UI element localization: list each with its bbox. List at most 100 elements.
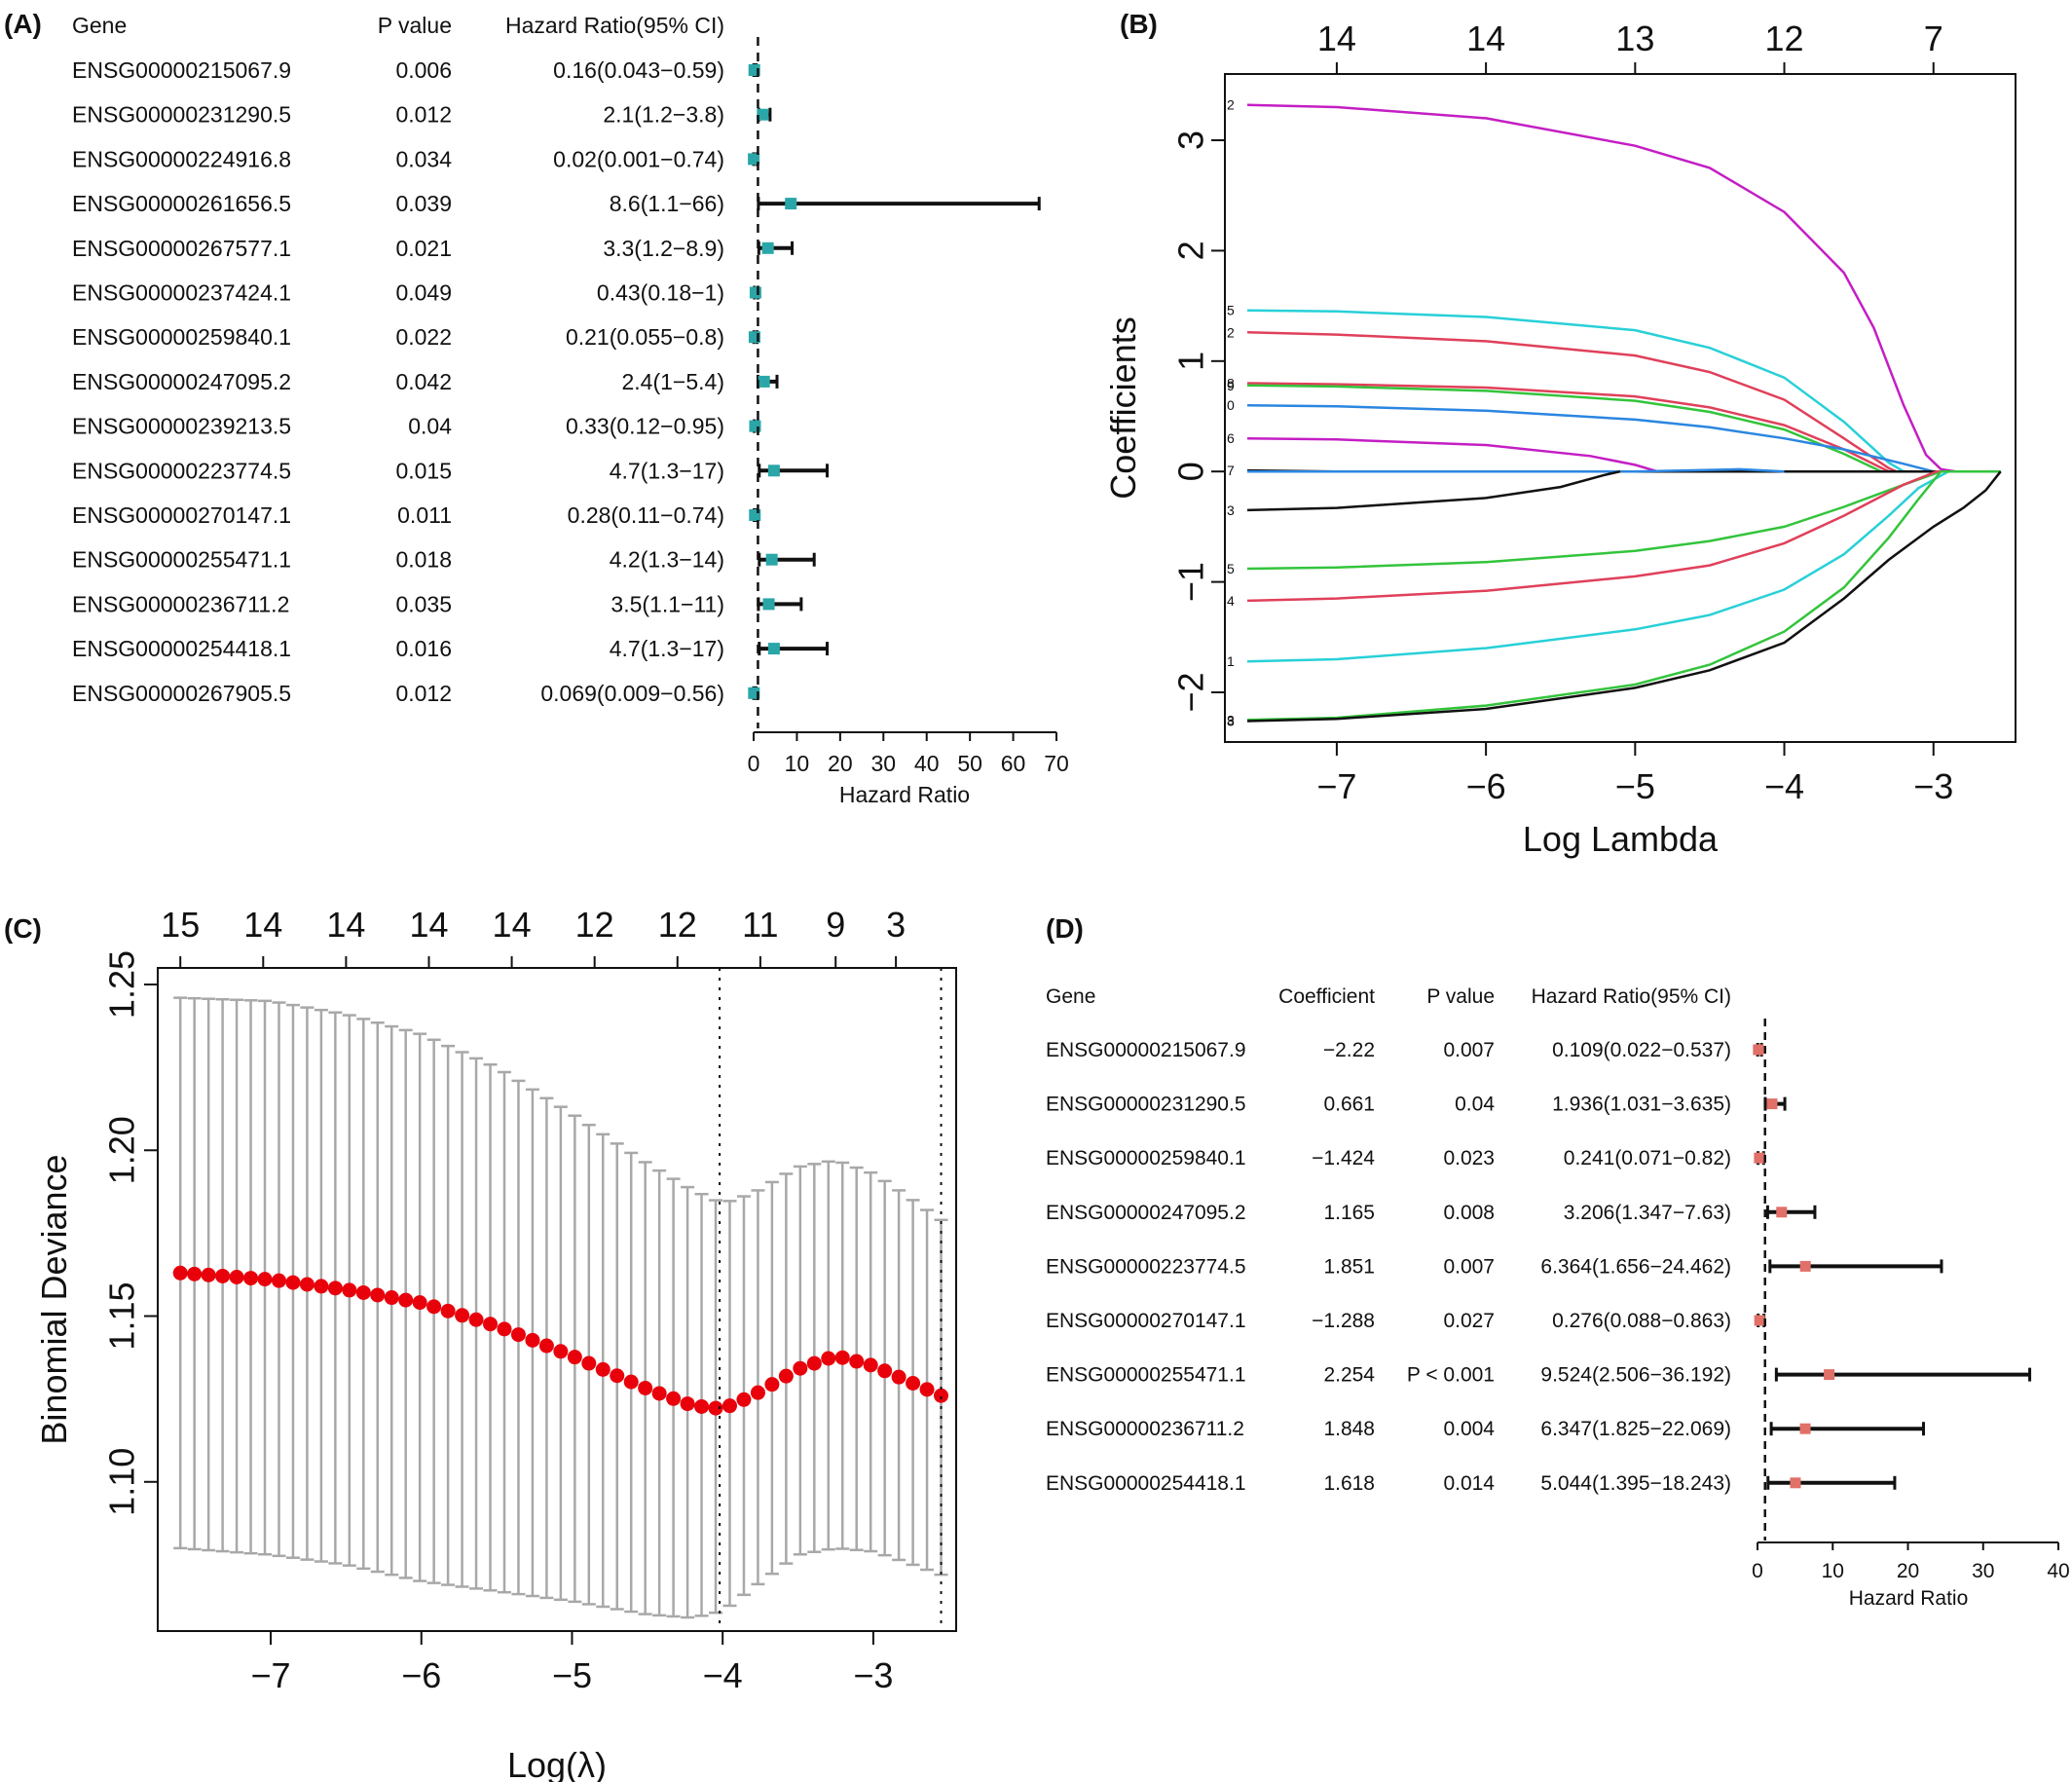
coefficient-path bbox=[1246, 469, 2001, 571]
hazard-ratio-label: 4.7(1.3−17) bbox=[610, 636, 724, 661]
hr-point bbox=[767, 464, 780, 477]
hazard-ratio-label: 3.3(1.2−8.9) bbox=[603, 236, 724, 261]
hazard-ratio-label: 0.21(0.055−0.8) bbox=[566, 324, 724, 350]
hr-point bbox=[785, 198, 797, 210]
deviance-point bbox=[525, 1332, 540, 1348]
header-pvalue-d: P value bbox=[1426, 985, 1495, 1008]
panel-label-c: (C) bbox=[4, 913, 42, 944]
hr-point bbox=[767, 643, 780, 655]
y-tick-label: 1.20 bbox=[102, 1116, 142, 1184]
deviance-point bbox=[355, 1284, 371, 1300]
pvalue-label: 0.007 bbox=[1443, 1039, 1495, 1061]
hazard-ratio-label: 0.02(0.001−0.74) bbox=[553, 146, 724, 171]
pvalue-label: P < 0.001 bbox=[1407, 1364, 1495, 1387]
hr-point bbox=[1799, 1423, 1811, 1434]
top-tick-label: 9 bbox=[826, 905, 845, 945]
gene-label: ENSG00000267905.5 bbox=[72, 681, 291, 706]
gene-label: ENSG00000224916.8 bbox=[72, 146, 291, 171]
y-tick-label: 1.15 bbox=[102, 1281, 142, 1350]
y-tick-label: 1.10 bbox=[102, 1448, 142, 1516]
top-tick-label: 14 bbox=[409, 905, 448, 945]
deviance-point bbox=[806, 1355, 822, 1371]
plot-frame bbox=[157, 967, 957, 1632]
x-tick-label: −5 bbox=[552, 1655, 592, 1695]
panel-label-b: (B) bbox=[1120, 9, 1158, 39]
deviance-point bbox=[510, 1327, 526, 1343]
deviance-point bbox=[468, 1312, 484, 1327]
x-axis-label: Log Lambda bbox=[1523, 819, 1719, 859]
panel-label-a: (A) bbox=[4, 9, 42, 39]
deviance-point bbox=[412, 1295, 427, 1311]
deviance-point bbox=[567, 1350, 582, 1365]
top-tick-label: 14 bbox=[243, 905, 282, 945]
deviance-point bbox=[638, 1380, 653, 1395]
hazard-ratio-label: 6.364(1.656−24.462) bbox=[1540, 1255, 1731, 1278]
hazard-ratio-label: 0.16(0.043−0.59) bbox=[553, 57, 724, 83]
coefficient-path bbox=[1246, 469, 2001, 663]
hazard-ratio-label: 3.5(1.1−11) bbox=[610, 591, 724, 616]
deviance-point bbox=[863, 1357, 878, 1373]
gene-label: ENSG00000270147.1 bbox=[72, 502, 291, 528]
x-tick-label: −4 bbox=[703, 1655, 743, 1695]
x-tick-label: −3 bbox=[853, 1655, 893, 1695]
deviance-point bbox=[666, 1391, 682, 1406]
x-tick-label: 0 bbox=[748, 751, 760, 776]
hazard-ratio-label: 9.524(2.506−36.192) bbox=[1540, 1364, 1731, 1387]
deviance-point bbox=[229, 1270, 244, 1285]
gene-label: ENSG00000259840.1 bbox=[1046, 1147, 1246, 1169]
hazard-ratio-label: 2.1(1.2−3.8) bbox=[603, 102, 724, 128]
x-tick-label: 40 bbox=[2047, 1560, 2069, 1582]
path-index-label: 7 bbox=[1227, 463, 1235, 478]
deviance-point bbox=[497, 1321, 512, 1337]
coefficient-path bbox=[1246, 382, 1890, 473]
deviance-point bbox=[680, 1396, 695, 1412]
panel-label-d: (D) bbox=[1046, 913, 1084, 944]
gene-label: ENSG00000239213.5 bbox=[72, 414, 291, 439]
gene-label: ENSG00000231290.5 bbox=[1046, 1094, 1246, 1116]
top-tick-label: 14 bbox=[493, 905, 532, 945]
pvalue-label: 0.012 bbox=[395, 102, 452, 128]
path-index-label: 5 bbox=[1227, 303, 1235, 318]
x-tick-label: −6 bbox=[1466, 766, 1506, 806]
deviance-point bbox=[793, 1360, 808, 1376]
hazard-ratio-label: 2.4(1−5.4) bbox=[622, 369, 725, 394]
top-tick-label: 3 bbox=[886, 905, 906, 945]
path-index-label: 6 bbox=[1227, 430, 1235, 446]
hazard-ratio-label: 6.347(1.825−22.069) bbox=[1540, 1418, 1731, 1440]
pvalue-label: 0.006 bbox=[395, 57, 452, 83]
deviance-point bbox=[299, 1277, 314, 1292]
gene-label: ENSG00000270147.1 bbox=[1046, 1310, 1246, 1332]
hr-point bbox=[762, 598, 775, 611]
pvalue-label: 0.018 bbox=[395, 547, 452, 573]
deviance-point bbox=[285, 1275, 301, 1290]
header-hazard-ratio-d: Hazard Ratio(95% CI) bbox=[1532, 985, 1731, 1008]
top-tick-label: 14 bbox=[1317, 19, 1356, 58]
x-tick-label: 0 bbox=[1752, 1560, 1763, 1582]
coefficient-label: 1.165 bbox=[1323, 1202, 1375, 1224]
coefficient-path bbox=[1246, 309, 1905, 473]
gene-label: ENSG00000255471.1 bbox=[72, 547, 291, 573]
x-axis-label: Log(λ) bbox=[507, 1745, 607, 1782]
deviance-point bbox=[750, 1385, 765, 1400]
coefficient-label: 0.661 bbox=[1323, 1094, 1375, 1116]
gene-label: ENSG00000223774.5 bbox=[72, 458, 291, 483]
gene-label: ENSG00000237424.1 bbox=[72, 280, 291, 306]
top-tick-label: 14 bbox=[326, 905, 365, 945]
x-tick-label: 20 bbox=[1897, 1560, 1919, 1582]
y-tick-label: 2 bbox=[1171, 241, 1211, 260]
coefficient-path bbox=[1246, 469, 2001, 722]
coefficient-path bbox=[1246, 403, 1935, 473]
gene-label: ENSG00000247095.2 bbox=[1046, 1202, 1246, 1224]
hazard-ratio-label: 8.6(1.1−66) bbox=[610, 191, 724, 216]
gene-label: ENSG00000255471.1 bbox=[1046, 1364, 1246, 1387]
hazard-ratio-label: 3.206(1.347−7.63) bbox=[1564, 1202, 1731, 1224]
header-hazard-ratio-a: Hazard Ratio(95% CI) bbox=[505, 13, 724, 38]
deviance-point bbox=[314, 1279, 329, 1294]
deviance-point bbox=[370, 1287, 386, 1303]
deviance-point bbox=[187, 1266, 203, 1281]
x-tick-label: 20 bbox=[828, 751, 853, 776]
hr-point bbox=[1824, 1369, 1835, 1381]
y-tick-label: −1 bbox=[1171, 562, 1211, 602]
pvalue-label: 0.039 bbox=[395, 191, 452, 216]
